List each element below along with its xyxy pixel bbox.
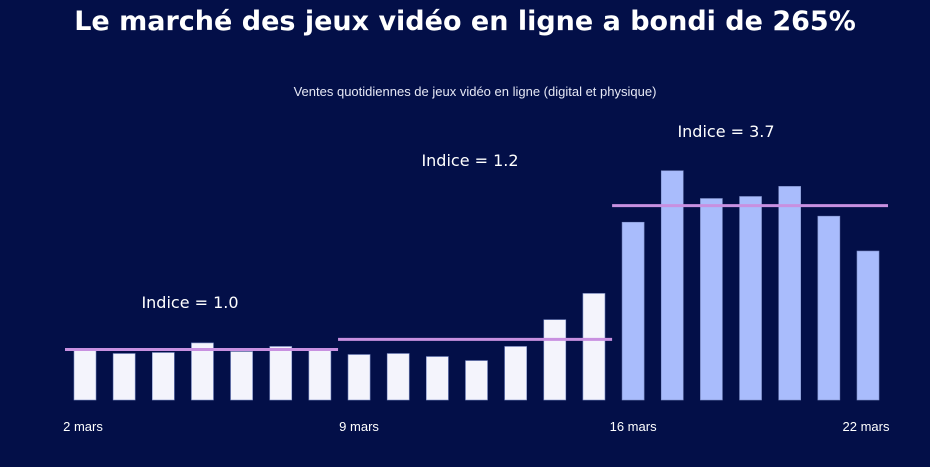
bar [347,354,371,401]
bar [269,346,293,401]
bar [700,198,723,401]
bar [465,360,488,401]
bar [778,186,802,401]
bar [660,170,684,401]
x-tick-label: 9 mars [339,419,379,434]
chart-subtitle: Ventes quotidiennes de jeux vidéo en lig… [293,84,657,99]
bar [543,319,567,401]
bar [856,250,880,401]
x-tick-label: 2 mars [63,419,103,434]
bar [817,215,841,401]
bar [582,293,606,401]
bar [426,356,449,401]
bar [230,351,253,401]
index-label: Indice = 1.0 [141,293,238,312]
index-label: Indice = 3.7 [677,122,774,141]
bar [112,353,136,401]
bar [73,349,97,401]
bar [739,196,762,401]
bar [152,352,175,401]
bar [191,342,214,401]
bar [308,349,332,401]
bar [386,353,410,401]
bar [504,346,527,401]
chart-title: Le marché des jeux vidéo en ligne a bond… [74,6,856,37]
x-tick-label: 16 mars [610,419,657,434]
bar [621,221,645,401]
index-label: Indice = 1.2 [421,151,518,170]
x-tick-label: 22 mars [843,419,890,434]
